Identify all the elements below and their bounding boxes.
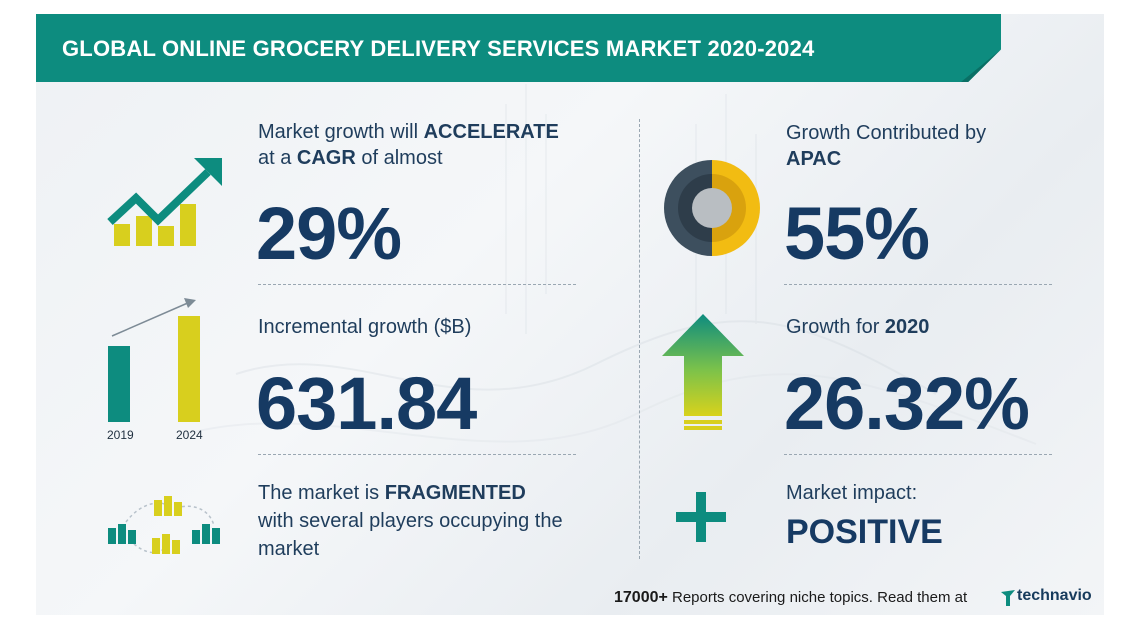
title-banner: GLOBAL ONLINE GROCERY DELIVERY SERVICES … bbox=[36, 14, 1001, 82]
incremental-value: 631.84 bbox=[256, 362, 477, 445]
up-arrow-icon bbox=[662, 314, 744, 430]
cagr-text-bold: ACCELERATE bbox=[423, 121, 559, 143]
cagr-text-pre2: at a bbox=[258, 147, 297, 169]
growth2020-value: 26.32% bbox=[784, 362, 1030, 445]
market-text-pre: The market is bbox=[258, 482, 385, 504]
apac-text-bold: APAC bbox=[786, 148, 842, 170]
footer-report-count: 17000+ bbox=[614, 589, 668, 606]
year-start-label: 2019 bbox=[107, 428, 134, 442]
growth2020-label-bold: 2020 bbox=[884, 316, 930, 338]
technavio-logo-icon bbox=[1001, 590, 1015, 606]
trend-arrow-icon bbox=[107, 158, 222, 246]
column-divider bbox=[639, 119, 640, 559]
year-end-label: 2024 bbox=[176, 428, 203, 442]
apac-text-line2: APAC bbox=[786, 146, 841, 172]
cagr-text-line2: at a CAGR of almost bbox=[258, 145, 443, 171]
row-divider bbox=[258, 454, 576, 455]
cagr-text-pre: Market growth will bbox=[258, 121, 424, 143]
cagr-text-line1: Market growth will ACCELERATE bbox=[258, 119, 559, 145]
growth2020-label-pre: Growth for bbox=[786, 316, 885, 338]
row-divider bbox=[784, 454, 1052, 455]
growth2020-label: Growth for 2020 bbox=[786, 314, 929, 340]
incremental-label: Incremental growth ($B) bbox=[258, 316, 472, 338]
apac-value: 55% bbox=[784, 192, 930, 275]
impact-value: POSITIVE bbox=[786, 513, 943, 551]
buildings-network-icon bbox=[108, 496, 220, 554]
infographic-card: GLOBAL ONLINE GROCERY DELIVERY SERVICES … bbox=[36, 14, 1104, 615]
market-text-line1: The market is FRAGMENTED bbox=[258, 480, 526, 506]
impact-label: Market impact: bbox=[786, 482, 918, 504]
row-divider bbox=[258, 284, 576, 285]
footer-description: Reports covering niche topics. Read them… bbox=[667, 589, 968, 606]
page-title: GLOBAL ONLINE GROCERY DELIVERY SERVICES … bbox=[62, 36, 815, 61]
market-text-line2: with several players occupying the bbox=[258, 510, 563, 532]
donut-icon bbox=[664, 160, 760, 256]
cagr-value: 29% bbox=[256, 192, 402, 275]
technavio-brand-link[interactable]: technavio bbox=[1017, 587, 1092, 605]
brand-name: technavio bbox=[1017, 587, 1092, 604]
plus-icon bbox=[676, 492, 726, 542]
row-divider bbox=[784, 284, 1052, 285]
market-text-line3: market bbox=[258, 538, 320, 560]
cagr-text-post: of almost bbox=[355, 147, 443, 169]
apac-text-line1: Growth Contributed by bbox=[786, 122, 987, 144]
footer-text: 17000+ Reports covering niche topics. Re… bbox=[614, 589, 967, 607]
cagr-text-bold2: CAGR bbox=[296, 147, 356, 169]
market-text-bold: FRAGMENTED bbox=[384, 482, 526, 504]
bar-growth-icon bbox=[108, 298, 200, 422]
